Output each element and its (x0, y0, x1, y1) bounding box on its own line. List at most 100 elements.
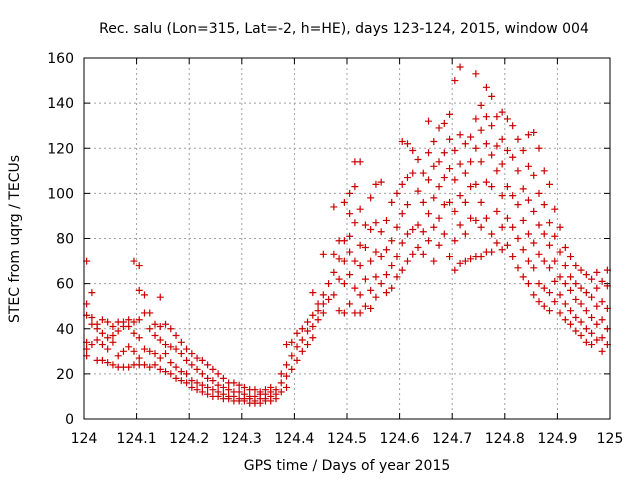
data-point (572, 280, 580, 288)
data-point (162, 350, 170, 358)
x-tick-label: 124.5 (327, 431, 367, 447)
data-point (451, 147, 459, 155)
data-point (130, 347, 138, 355)
data-point (319, 309, 327, 317)
data-point (167, 359, 175, 367)
data-point (598, 316, 606, 324)
data-point (472, 70, 480, 78)
data-point (546, 307, 554, 315)
data-point (582, 289, 590, 297)
data-point (524, 280, 532, 288)
data-point (214, 370, 222, 378)
data-point (588, 293, 596, 301)
data-point (588, 329, 596, 337)
data-point (382, 271, 390, 279)
data-point (293, 356, 301, 364)
data-point (430, 223, 438, 231)
data-point (435, 124, 443, 132)
data-point (351, 284, 359, 292)
data-point (388, 262, 396, 270)
data-point (493, 167, 501, 175)
data-point (540, 284, 548, 292)
data-point (425, 210, 433, 218)
data-point (372, 248, 380, 256)
data-point (435, 183, 443, 191)
data-point (135, 334, 143, 342)
data-point (288, 352, 296, 360)
data-point (477, 253, 485, 261)
data-point (277, 370, 285, 378)
data-point (467, 133, 475, 141)
data-point (572, 295, 580, 303)
data-point (240, 383, 248, 391)
data-point (419, 228, 427, 236)
data-point (514, 235, 522, 242)
y-tick-label: 140 (47, 96, 74, 112)
data-point (219, 383, 227, 391)
data-point (356, 205, 364, 213)
data-point (104, 318, 112, 326)
data-point (188, 361, 196, 369)
data-point (482, 178, 490, 186)
data-point (451, 237, 459, 245)
data-point (361, 275, 369, 283)
data-point (456, 221, 464, 229)
data-point (382, 216, 390, 224)
plot-frame (83, 57, 611, 420)
data-point (577, 266, 585, 274)
data-point (477, 223, 485, 231)
data-point (482, 83, 490, 91)
data-point (546, 180, 554, 188)
data-point (140, 361, 148, 369)
data-point (372, 219, 380, 227)
data-point (509, 223, 517, 231)
data-point (288, 338, 296, 346)
data-point (440, 201, 448, 209)
data-point (419, 169, 427, 177)
data-point (414, 221, 422, 229)
data-point (472, 216, 480, 224)
y-tick-label: 80 (56, 232, 74, 248)
data-point (309, 334, 317, 342)
data-point (88, 289, 96, 297)
data-point (151, 350, 159, 358)
data-point (219, 374, 227, 382)
data-point (298, 347, 306, 355)
data-point (393, 253, 401, 261)
data-point (135, 354, 143, 362)
data-point (456, 131, 464, 139)
data-point (93, 336, 101, 344)
data-point (325, 295, 333, 303)
data-point (498, 246, 506, 254)
data-point (319, 250, 327, 258)
data-point (498, 108, 506, 116)
data-point (346, 210, 354, 218)
data-point (588, 341, 596, 349)
data-point (488, 183, 496, 191)
data-point (509, 192, 517, 200)
data-point (346, 248, 354, 256)
data-point (403, 230, 411, 238)
data-point (440, 119, 448, 127)
data-point (482, 113, 490, 121)
data-point (572, 327, 580, 335)
data-point (146, 309, 154, 317)
data-point (403, 174, 411, 182)
data-point (162, 320, 170, 328)
x-tick-label: 124 (71, 431, 98, 447)
data-point (409, 225, 417, 233)
data-point (130, 318, 138, 326)
data-point (162, 341, 170, 349)
data-point (293, 343, 301, 351)
data-point (467, 158, 475, 166)
data-point (546, 241, 554, 249)
data-point (346, 300, 354, 308)
data-point (183, 345, 191, 353)
data-point (540, 302, 548, 310)
data-point (304, 341, 312, 349)
data-point (167, 370, 175, 378)
data-point (393, 273, 401, 281)
data-point (540, 201, 548, 209)
data-point (335, 255, 343, 263)
data-point (367, 194, 375, 202)
